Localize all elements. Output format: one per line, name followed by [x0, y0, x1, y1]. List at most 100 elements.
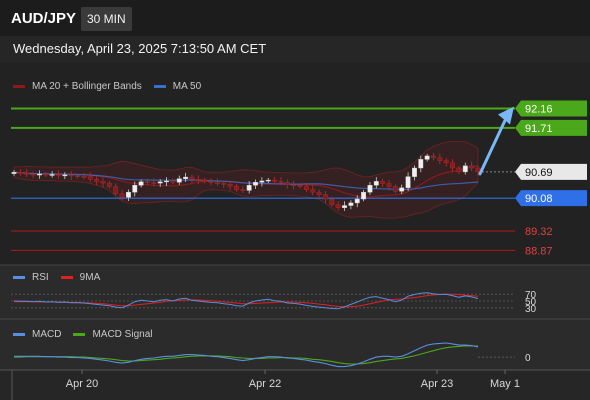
candle-body	[284, 182, 290, 186]
rsi-ma9-line	[14, 293, 479, 308]
legend-label-ma20: MA 20 + Bollinger Bands	[32, 81, 142, 92]
candle-body	[373, 181, 379, 186]
legend-swatch-macd	[13, 333, 25, 336]
candle-body	[418, 159, 424, 169]
candle-body	[170, 180, 176, 183]
legend-swatch-ma20	[13, 85, 25, 88]
candle-body	[43, 173, 49, 176]
candle-body	[310, 189, 316, 193]
candle-body	[456, 167, 462, 173]
candle-body	[49, 174, 55, 176]
candle-body	[11, 172, 17, 174]
candle-body	[297, 185, 303, 187]
level-label: 90.69	[525, 167, 553, 179]
candle-body	[246, 185, 252, 191]
candle-body	[119, 193, 125, 198]
candle-body	[176, 178, 182, 183]
legend-label-macd-signal: MACD Signal	[92, 329, 153, 340]
candle-body	[424, 155, 430, 160]
candle-body	[125, 191, 131, 198]
x-tick-label: Apr 23	[421, 378, 453, 390]
candle-body	[443, 160, 449, 164]
candle-body	[291, 184, 297, 187]
candle-body	[399, 187, 405, 192]
support-level-tag	[515, 190, 587, 207]
x-tick-label: May 1	[490, 378, 520, 390]
candle-body	[412, 167, 417, 177]
x-tick-label: Apr 22	[249, 378, 281, 390]
forecast-arrow-shaft	[478, 119, 507, 176]
candle-body	[132, 185, 138, 193]
rsi-tick-label: 70	[525, 290, 537, 301]
candle-body	[392, 186, 398, 192]
level-label: 92.16	[525, 104, 553, 116]
candle-body	[17, 172, 23, 174]
candle-body	[157, 181, 163, 184]
resistance-level-tag	[515, 100, 587, 117]
candle-body	[253, 182, 258, 186]
candle-body	[87, 176, 93, 180]
candle-body	[278, 181, 284, 183]
candle-body	[221, 182, 227, 185]
candle-body	[100, 181, 106, 184]
symbol-title: AUD/JPY	[11, 10, 77, 27]
candle-body	[303, 186, 309, 190]
macd-legend: MACD MACD Signal	[13, 329, 152, 340]
candle-body	[214, 182, 220, 184]
candle-body	[75, 175, 80, 177]
candle-body	[208, 181, 214, 183]
legend-label-9ma: 9MA	[79, 272, 101, 283]
candle-body	[405, 176, 411, 189]
candle-body	[138, 181, 144, 186]
candle-body	[68, 174, 74, 177]
candle-body	[113, 186, 119, 195]
candle-body	[151, 182, 157, 184]
candle-body	[195, 179, 201, 181]
forecast-arrow-head	[498, 106, 514, 125]
macd-line	[14, 342, 479, 368]
level-label: 88.87	[525, 245, 553, 257]
level-label: 90.08	[525, 193, 553, 205]
candle-body	[380, 181, 386, 184]
candle-body	[335, 204, 341, 208]
level-label: 89.32	[525, 226, 553, 238]
candle-body	[265, 179, 271, 182]
candle-body	[323, 194, 328, 200]
current-level-tag	[515, 163, 587, 180]
candle-body	[469, 165, 475, 169]
candle-body	[316, 191, 322, 195]
rsi-tick-label: 50	[525, 297, 537, 308]
legend-label-ma50: MA 50	[172, 81, 202, 92]
candle-body	[259, 180, 265, 183]
price-legend: MA 20 + Bollinger Bands MA 50	[13, 81, 201, 92]
legend-swatch-9ma	[60, 276, 73, 279]
candle-body	[386, 183, 392, 187]
timeframe-button[interactable]: 30 MIN	[81, 7, 132, 31]
candle-body	[450, 162, 455, 169]
candle-body	[431, 155, 436, 158]
candle-body	[164, 180, 169, 183]
candle-body	[106, 182, 112, 187]
candle-body	[37, 173, 42, 176]
candle-body	[227, 184, 233, 187]
legend-label-rsi: RSI	[32, 272, 49, 283]
candle-body	[234, 185, 239, 190]
price-panel-bg	[0, 62, 590, 265]
macd-panel-bg	[0, 319, 590, 370]
level-label: 91.71	[525, 123, 553, 135]
macd-signal-line	[14, 345, 478, 365]
candle-body	[342, 205, 347, 208]
macd-tick-label: 0	[525, 353, 531, 364]
legend-swatch-rsi	[13, 276, 25, 279]
rsi-panel-bg	[0, 265, 590, 319]
candle-body	[183, 176, 189, 179]
candle-body	[437, 157, 443, 161]
rsi-line	[13, 292, 479, 310]
legend-label-macd: MACD	[32, 329, 62, 340]
timestamp: Wednesday, April 23, 2025 7:13:50 AM CET	[13, 41, 267, 56]
candle-body	[189, 176, 195, 180]
candle-body	[30, 173, 36, 176]
legend-swatch-macd-signal	[73, 333, 86, 336]
